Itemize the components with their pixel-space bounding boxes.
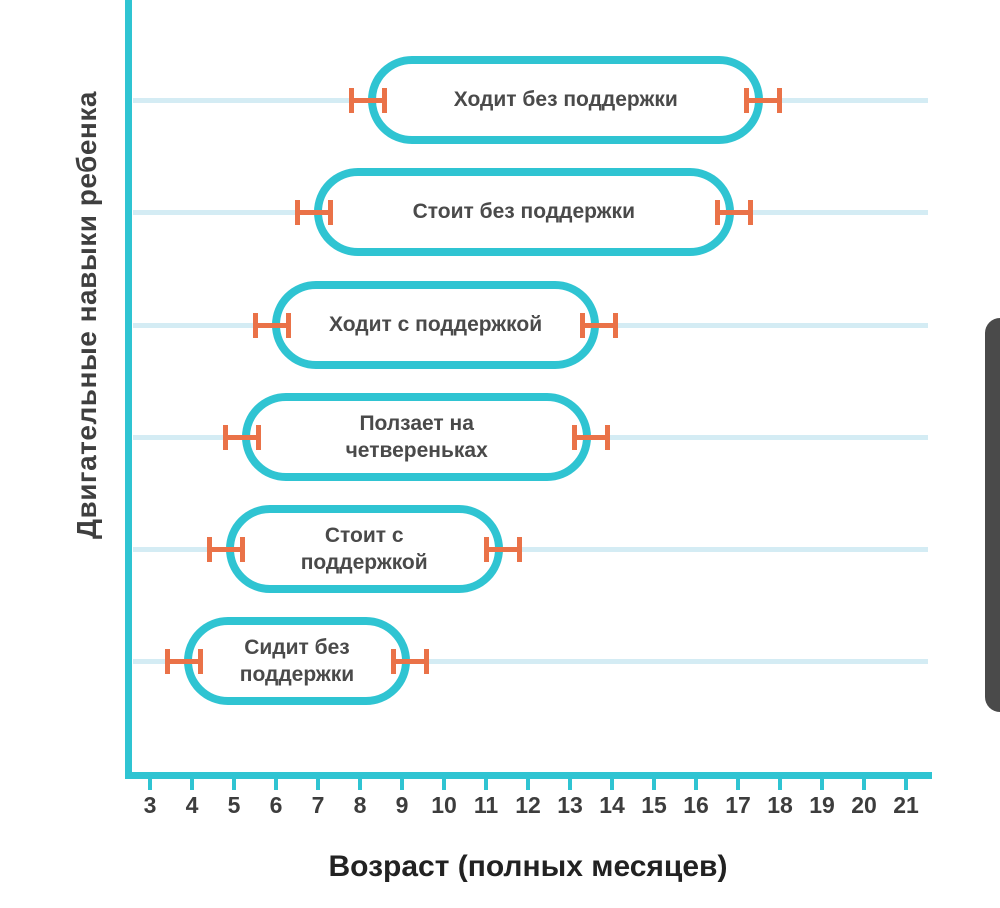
range-marker-end — [580, 313, 619, 338]
x-tick-mark — [820, 779, 824, 790]
row-gridline — [133, 547, 928, 552]
milestone-label: Ходит без поддержки — [453, 88, 678, 112]
x-tick-mark — [778, 779, 782, 790]
x-axis-title: Возраст (полных месяцев) — [328, 850, 728, 883]
x-tick-label: 18 — [767, 792, 793, 818]
x-tick-label: 4 — [185, 792, 199, 818]
x-axis-line — [125, 772, 932, 779]
x-tick-label: 16 — [683, 792, 709, 818]
x-tick-label: 21 — [893, 792, 919, 818]
milestone-pill: Сидит без поддержки — [183, 617, 411, 705]
x-tick-mark — [904, 779, 908, 790]
x-tick-mark — [568, 779, 572, 790]
milestone-label: Ходит с поддержкой — [329, 313, 543, 337]
milestone-pill: Стоит с поддержкой — [225, 505, 503, 593]
row-gridline — [133, 659, 928, 664]
range-marker-end — [483, 537, 522, 562]
x-tick-mark — [442, 779, 446, 790]
range-marker-start — [349, 88, 388, 113]
range-marker-end — [572, 425, 610, 450]
milestone-label: Сидит без поддержки — [239, 635, 355, 686]
x-tick-label: 8 — [353, 792, 367, 818]
x-tick-mark — [610, 779, 614, 790]
x-tick-label: 7 — [311, 792, 325, 818]
x-tick-label: 13 — [557, 792, 583, 818]
x-tick-label: 19 — [809, 792, 835, 818]
x-tick-mark — [400, 779, 404, 790]
x-tick-mark — [484, 779, 488, 790]
milestone-pill: Стоит без поддержки — [313, 168, 734, 256]
range-marker-start — [164, 649, 203, 674]
x-tick-mark — [148, 779, 152, 790]
range-marker-start — [252, 313, 291, 338]
x-tick-mark — [316, 779, 320, 790]
x-tick-label: 6 — [269, 792, 283, 818]
range-marker-end — [744, 88, 783, 113]
x-tick-label: 3 — [143, 792, 157, 818]
range-marker-end — [714, 200, 753, 225]
range-marker-start — [294, 200, 333, 225]
x-tick-label: 17 — [725, 792, 751, 818]
range-marker-start — [223, 425, 262, 450]
x-tick-label: 12 — [515, 792, 541, 818]
x-tick-label: 9 — [395, 792, 409, 818]
x-tick-mark — [274, 779, 278, 790]
x-tick-label: 15 — [641, 792, 667, 818]
x-tick-mark — [232, 779, 236, 790]
x-tick-mark — [526, 779, 530, 790]
x-tick-label: 20 — [851, 792, 877, 818]
milestone-label: Стоит с поддержкой — [300, 523, 428, 574]
milestone-pill: Ходит с поддержкой — [271, 281, 600, 369]
x-tick-mark — [358, 779, 362, 790]
milestone-pill: Ползает на четвереньках — [242, 393, 591, 481]
x-tick-mark — [694, 779, 698, 790]
x-tick-label: 14 — [599, 792, 625, 818]
milestone-label: Ползает на четвереньках — [345, 411, 488, 462]
scrollbar-thumb[interactable] — [985, 318, 1000, 712]
x-tick-label: 5 — [227, 792, 241, 818]
y-axis-title: Двигательные навыки ребенка — [71, 91, 102, 539]
x-tick-mark — [862, 779, 866, 790]
range-marker-end — [391, 649, 430, 674]
range-marker-start — [206, 537, 245, 562]
x-tick-label: 10 — [431, 792, 457, 818]
x-tick-mark — [652, 779, 656, 790]
x-tick-mark — [190, 779, 194, 790]
milestone-pill: Ходит без поддержки — [368, 56, 764, 144]
x-tick-label: 11 — [473, 792, 499, 818]
y-axis-line — [125, 0, 132, 779]
milestone-label: Стоит без поддержки — [412, 200, 635, 224]
x-tick-mark — [736, 779, 740, 790]
